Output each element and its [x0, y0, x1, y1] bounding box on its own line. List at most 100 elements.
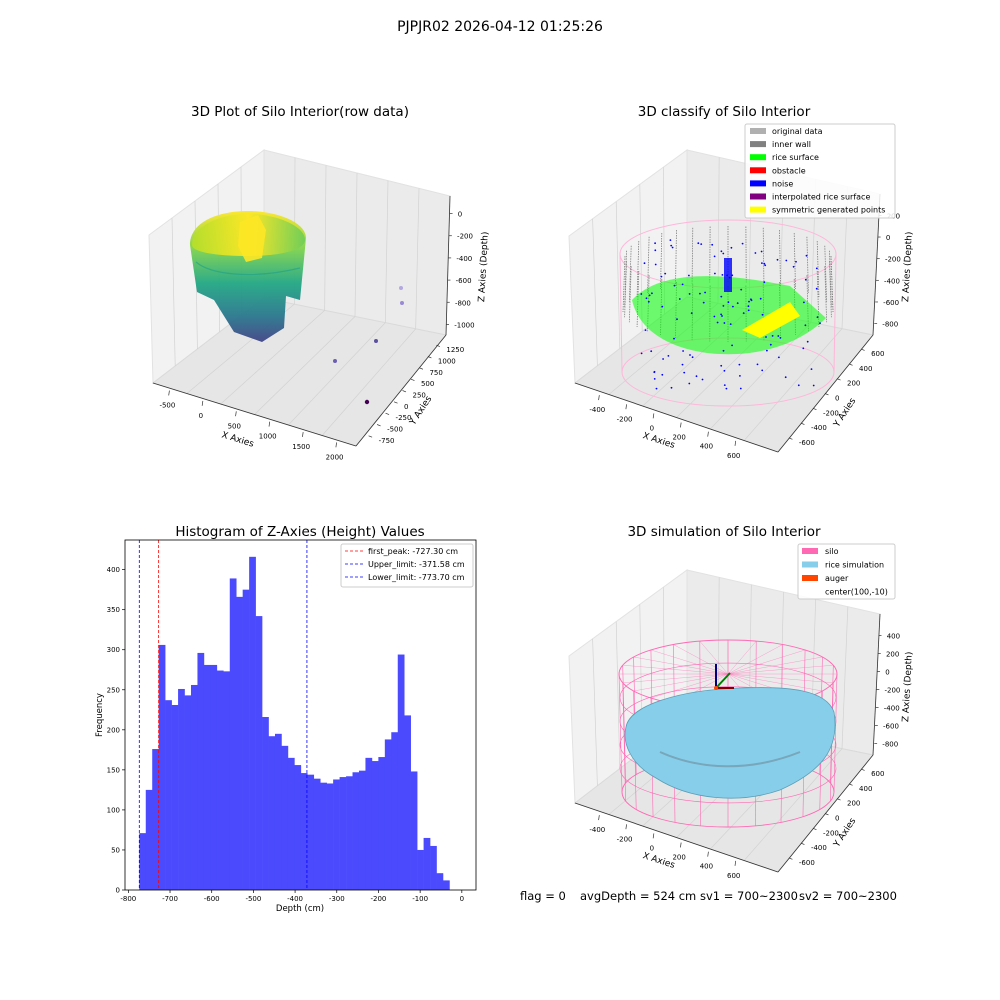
histogram-bar — [307, 774, 315, 890]
classify-y-tick-label: -400 — [811, 424, 827, 432]
silo-wire-spoke — [633, 673, 729, 692]
noise-point — [647, 300, 650, 303]
grid-line — [415, 188, 420, 329]
raw-x-tick-label: 1000 — [259, 433, 277, 441]
simulation-y-tick-label: 0 — [835, 815, 839, 823]
auger-marker — [714, 664, 734, 690]
histogram-y-tick-label: 200 — [107, 726, 120, 734]
histogram-bar — [242, 589, 250, 890]
raw-x-tick-mark — [235, 411, 237, 417]
raw-x-tick-label: -500 — [159, 402, 175, 410]
raw-data-3d-plot: 3D Plot of Silo Interior(row data) -500 0… — [148, 104, 491, 461]
simulation-y-tick-label: 200 — [847, 800, 860, 808]
noise-point — [640, 352, 643, 355]
simulation-y-tick-label: 600 — [871, 770, 884, 778]
noise-point — [653, 378, 656, 380]
raw-y-tick-mark — [427, 356, 432, 359]
simulation-z-axis-line — [872, 613, 881, 756]
histogram-bar — [203, 664, 211, 890]
silo-wire-spoke — [727, 664, 834, 675]
histogram-bar — [410, 771, 418, 890]
classify-y-tick-mark — [860, 348, 865, 351]
noise-point — [664, 272, 667, 275]
histogram-legend-label: Lower_limit: -773.70 cm — [368, 573, 465, 582]
histogram-bar — [371, 761, 379, 890]
simulation-legend-swatch — [802, 561, 818, 568]
raw-x-tick-label: 500 — [228, 422, 241, 430]
silo-wire-line — [833, 673, 838, 793]
inner-wall-point-column — [675, 230, 677, 287]
noise-point — [670, 386, 673, 389]
simulation-y-tick-label: -200 — [823, 829, 839, 837]
simulation-plot-title: 3D simulation of Silo Interior — [627, 524, 821, 540]
classify-y-tick-label: 400 — [859, 365, 872, 373]
noise-point — [802, 347, 805, 350]
classify-x-axis-line — [574, 382, 779, 453]
classify-y-tick-mark — [824, 393, 829, 396]
raw-outlier-point — [374, 339, 378, 343]
raw-x-tick-mark — [302, 432, 304, 438]
noise-point — [682, 350, 684, 352]
simulation-z-tick-label: 400 — [887, 632, 900, 640]
noise-point — [815, 287, 818, 290]
simulation-x-tick-mark — [680, 842, 682, 848]
rice-surface-contour — [659, 751, 801, 768]
inner-wall-point-column — [660, 233, 663, 290]
classify-x-tick-mark — [652, 413, 655, 419]
noise-point — [804, 324, 807, 327]
noise-point — [720, 313, 722, 316]
histogram-reference-lines — [138, 540, 308, 890]
histogram-bar — [165, 700, 172, 890]
classify-point-cloud — [619, 219, 837, 407]
histogram-y-tick-label: 400 — [107, 566, 120, 574]
grid-line — [592, 638, 598, 786]
noise-point — [756, 363, 759, 366]
simulation-x-tick-label: -200 — [617, 835, 633, 843]
noise-point — [683, 371, 686, 374]
raw-x-ticks: -500 0 500 1000 1500 2000 — [159, 390, 344, 461]
histogram-bar — [190, 684, 198, 890]
silo-wire-spoke — [727, 640, 757, 675]
silo-wire-line — [622, 682, 626, 802]
noise-point — [662, 358, 664, 360]
simulation-z-ticks: -800 -600 -400 -200 0 200 400 — [874, 632, 900, 749]
noise-point — [812, 384, 815, 387]
histogram-y-axis-label: Frequency — [95, 693, 105, 737]
noise-point — [678, 298, 681, 300]
noise-point — [731, 344, 733, 347]
raw-z-tick-label: -400 — [456, 255, 472, 263]
simulation-y-tick-mark — [812, 827, 817, 831]
raw-x-axis-label: X Axies — [220, 430, 255, 449]
noise-point — [700, 243, 703, 246]
raw-y-tick-label: 1000 — [438, 358, 456, 366]
noise-point — [764, 264, 767, 267]
histogram-x-tick-label: -500 — [245, 895, 261, 903]
classify-legend-swatch — [750, 180, 766, 187]
raw-x-tick-mark — [201, 400, 204, 406]
raw-plot-title: 3D Plot of Silo Interior(row data) — [191, 104, 409, 120]
classify-legend-label: rice surface — [772, 153, 819, 162]
histogram-bar — [404, 715, 411, 890]
silo-wire-line — [618, 673, 623, 793]
noise-point — [648, 294, 651, 297]
raw-y-tick-mark — [368, 435, 373, 438]
histogram-y-tick-label: 150 — [107, 766, 120, 774]
grid-line — [841, 606, 849, 749]
noise-point — [722, 252, 725, 255]
noise-point — [739, 387, 742, 390]
figure-suptitle: PJPJR02 2026-04-12 01:25:26 — [397, 19, 603, 35]
histogram-bar — [397, 654, 405, 890]
classify-x-axis-label: X Axies — [641, 431, 676, 451]
classify-legend-swatch — [750, 167, 766, 174]
raw-y-tick-mark — [402, 390, 407, 393]
raw-x-tick-mark — [168, 390, 170, 396]
grid-line — [384, 180, 389, 323]
status-flag: flag = 0 — [520, 889, 566, 903]
noise-point — [738, 363, 741, 366]
noise-point — [650, 350, 653, 353]
noise-point — [690, 312, 693, 315]
simulation-x-tick-mark — [625, 824, 627, 830]
histogram-bar — [158, 644, 166, 890]
silo-wire-line — [622, 665, 626, 783]
noise-point — [720, 364, 723, 367]
